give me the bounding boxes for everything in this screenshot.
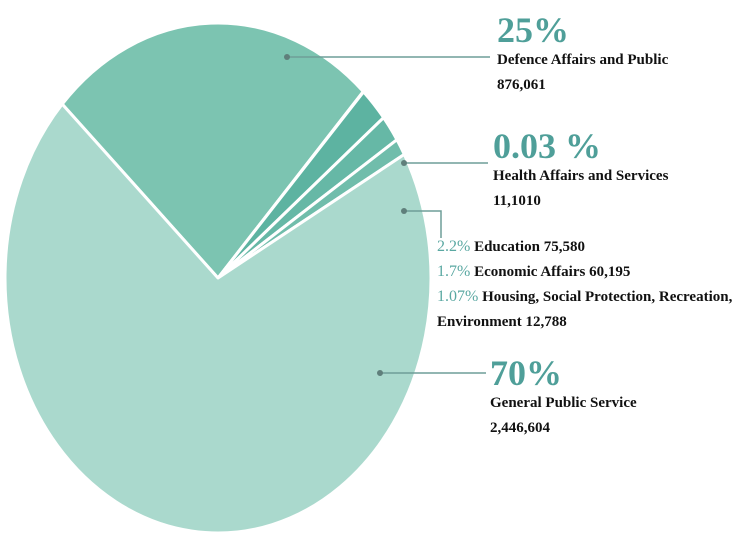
category-label: Education [474,239,540,255]
leader-dot [401,160,407,166]
pie-slice [3,102,433,533]
label-education: 2.2% Education 75,580 [437,234,743,260]
amount-label: 11,1010 [493,193,541,209]
amount-label: 12,788 [525,314,567,330]
pie-slice [60,21,365,280]
amount-label: 75,580 [543,239,585,255]
leader-dots [284,54,407,376]
percent-label: 2.2% [437,238,471,255]
pie [3,21,433,533]
amount-label: 2,446,604 [490,420,550,436]
leader-dot [377,370,383,376]
percent-label: 1.7% [437,263,471,280]
percent-label: 25% [497,10,569,50]
percent-label: 1.07% [437,288,479,305]
leader-line [404,210,442,238]
percent-label: 70% [490,353,562,393]
category-label: Economic Affairs [474,264,586,280]
label-general: 70% General Public Service 2,446,604 [490,355,637,441]
label-defence: 25% Defence Affairs and Public 876,061 [497,12,668,98]
amount-label: 60,195 [589,264,631,280]
category-label: Health Affairs and Services [493,168,669,184]
leader-lines [287,56,490,374]
category-label: General Public Service [490,395,637,411]
percent-label: 0.03 % [493,126,601,166]
label-housing: 1.07% Housing, Social Protection, Recrea… [437,284,737,335]
leader-dot [284,54,290,60]
label-health: 0.03 % Health Affairs and Services 11,10… [493,128,668,214]
label-economic: 1.7% Economic Affairs 60,195 [437,259,743,285]
amount-label: 876,061 [497,77,546,93]
category-label: Defence Affairs and Public [497,52,669,68]
leader-dot [401,208,407,214]
category-label: Housing, Social Protection, Recreation, … [437,289,733,330]
